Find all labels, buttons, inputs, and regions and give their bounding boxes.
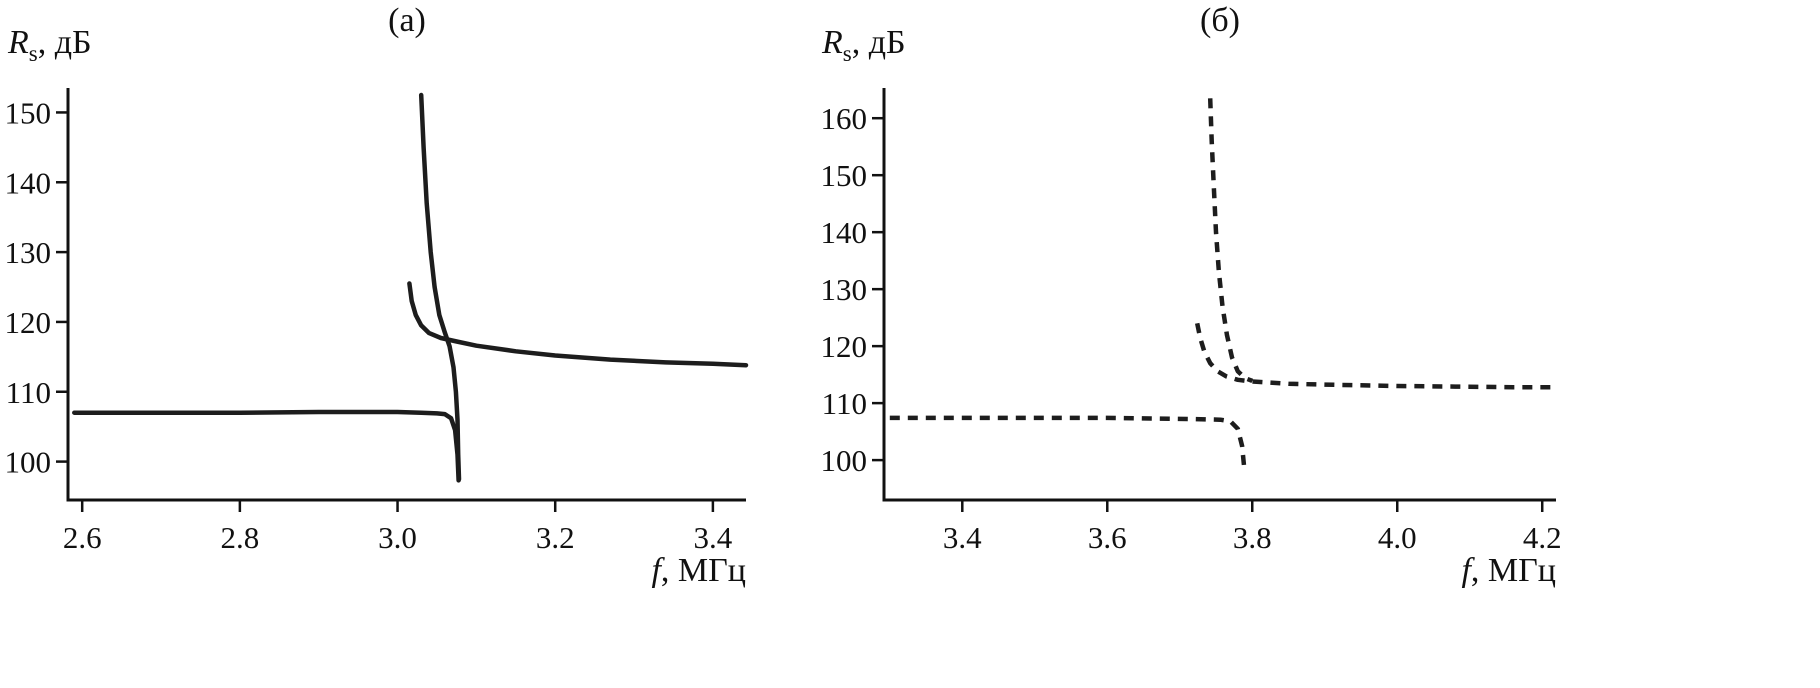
panel-b-ylabel-unit: , дБ — [851, 24, 906, 61]
series-pole-branch — [1207, 98, 1254, 384]
x-tick-label: 2.8 — [220, 520, 259, 555]
y-tick-label: 140 — [821, 215, 868, 250]
series-low-branch — [72, 409, 461, 483]
panel-b-xlabel: f, МГц — [1310, 552, 1556, 590]
panel-a-ylabel-subscript: s — [28, 40, 38, 66]
series-low-branch — [889, 415, 1247, 469]
y-tick-label: 100 — [821, 443, 868, 478]
x-tick-label: 3.4 — [694, 520, 733, 555]
panel-a-ylabel-unit: , дБ — [37, 24, 92, 61]
y-tick-label: 120 — [5, 305, 52, 340]
y-tick-label: 130 — [821, 272, 868, 307]
axes — [882, 88, 1556, 502]
panel-b-xlabel-unit: , МГц — [1470, 552, 1556, 589]
y-tick-label: 140 — [5, 165, 52, 200]
x-tick-label: 3.0 — [378, 520, 417, 555]
y-tick-label: 160 — [821, 101, 868, 136]
x-tick-label: 2.6 — [63, 520, 102, 555]
x-tick-label: 3.6 — [1088, 520, 1127, 555]
series-pole-branch — [418, 92, 462, 482]
x-tick-label: 4.0 — [1378, 520, 1417, 555]
panel-b-ylabel-symbol: R — [822, 24, 843, 61]
y-tick-label: 150 — [821, 158, 868, 193]
series-high-branch — [407, 281, 749, 368]
panel-a-xlabel: f, МГц — [500, 552, 746, 590]
panel-a-xlabel-symbol: f — [651, 552, 661, 589]
y-tick-label: 110 — [6, 375, 51, 410]
series-high-branch — [1194, 322, 1556, 390]
panel-a-title: (а) — [388, 2, 426, 39]
x-tick-label: 3.4 — [943, 520, 982, 555]
panel-b-title: (б) — [1200, 2, 1240, 39]
panel-b-xlabel-symbol: f — [1461, 552, 1471, 589]
x-tick-label: 3.2 — [536, 520, 575, 555]
panel-a-ylabel: Rs, дБ — [8, 24, 92, 65]
panel-b-ylabel: Rs, дБ — [822, 24, 906, 65]
y-tick-label: 130 — [5, 235, 52, 270]
y-tick-label: 150 — [5, 95, 52, 130]
panel-b-ylabel-subscript: s — [842, 40, 852, 66]
x-tick-label: 4.2 — [1523, 520, 1562, 555]
y-tick-label: 100 — [5, 445, 52, 480]
panel-a-ylabel-symbol: R — [8, 24, 29, 61]
panel-a-xlabel-unit: , МГц — [660, 552, 746, 589]
x-tick-label: 3.8 — [1233, 520, 1272, 555]
y-tick-label: 110 — [822, 386, 867, 421]
y-tick-label: 120 — [821, 329, 868, 364]
axes — [66, 88, 746, 502]
